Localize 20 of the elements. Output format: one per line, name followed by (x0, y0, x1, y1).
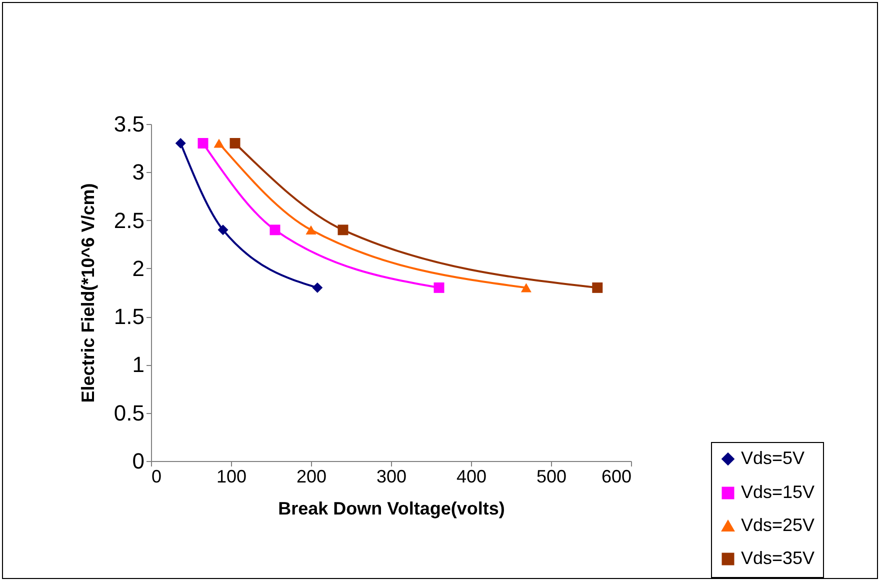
legend-label: Vds=25V (741, 515, 815, 535)
x-tick-label: 100 (216, 466, 247, 486)
x-tick-label: 0 (152, 466, 162, 486)
legend-label: Vds=35V (741, 548, 815, 568)
x-tick-label: 600 (601, 466, 632, 486)
y-tick-label: 2.5 (114, 208, 144, 233)
y-tick-label: 1 (132, 352, 144, 378)
x-tick-label: 300 (376, 466, 407, 486)
y-tick-label: 0.5 (114, 400, 144, 426)
y-tick-label: 3 (132, 160, 144, 185)
x-tick-label: 400 (456, 466, 487, 486)
x-axis-title: Break Down Voltage(volts) (278, 498, 505, 518)
y-tick-label: 2 (132, 256, 144, 281)
y-tick-label: 1.5 (114, 304, 144, 330)
legend-label: Vds=15V (741, 482, 815, 502)
legend-label: Vds=5V (741, 448, 805, 468)
x-tick-label: 200 (296, 466, 327, 486)
y-tick-label: 3.5 (114, 112, 144, 136)
x-tick-label: 500 (536, 466, 567, 486)
y-axis-title: Electric Field(*10^6 V/cm) (78, 183, 98, 403)
